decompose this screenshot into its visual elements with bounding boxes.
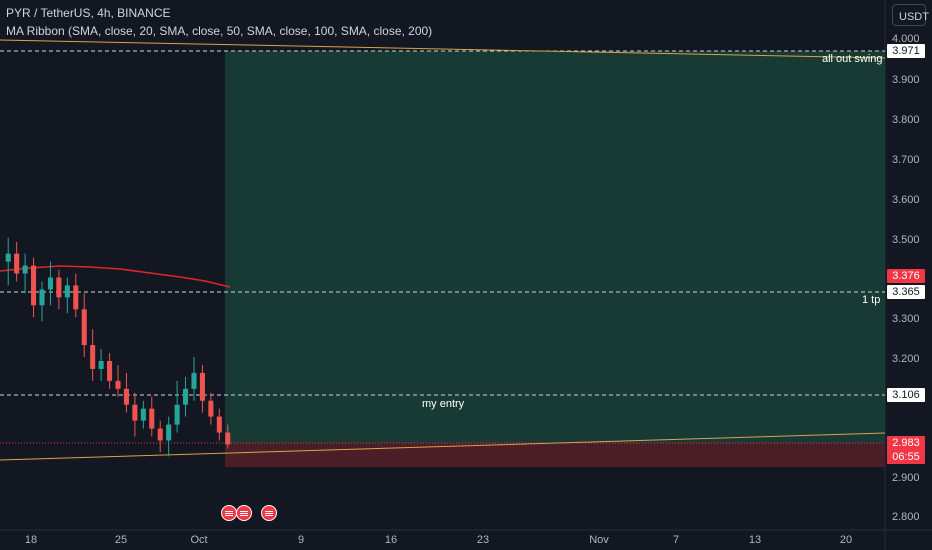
- price-tick: 4.000: [892, 33, 920, 45]
- candle-body[interactable]: [90, 345, 96, 369]
- candle-body[interactable]: [157, 428, 163, 441]
- time-tick: Nov: [589, 534, 609, 546]
- indicator-title[interactable]: MA Ribbon (SMA, close, 20, SMA, close, 5…: [6, 24, 433, 38]
- time-tick: Oct: [190, 534, 207, 546]
- tp-label[interactable]: 1 tp: [862, 294, 881, 306]
- time-tick: 18: [25, 534, 37, 546]
- price-tick: 3.500: [892, 234, 920, 246]
- time-tick: 23: [477, 534, 489, 546]
- candle-body[interactable]: [56, 277, 62, 298]
- time-tick: 9: [298, 534, 304, 546]
- candle-body[interactable]: [199, 372, 205, 401]
- candle-body[interactable]: [107, 360, 113, 381]
- candle-body[interactable]: [73, 285, 79, 310]
- time-tick: 25: [115, 534, 127, 546]
- candle-body[interactable]: [123, 388, 129, 405]
- price-tick: 3.700: [892, 154, 920, 166]
- flag-icon[interactable]: [261, 505, 277, 521]
- candle-body[interactable]: [5, 253, 11, 262]
- candle-body[interactable]: [47, 277, 53, 290]
- tp-price-tag: 3.365: [887, 285, 925, 299]
- price-tick: 2.800: [892, 511, 920, 523]
- flag-icon[interactable]: [236, 505, 252, 521]
- candle-body[interactable]: [22, 265, 28, 274]
- bar-countdown: 06:55: [892, 451, 920, 463]
- candle-body[interactable]: [31, 265, 37, 306]
- price-tick: 3.300: [892, 313, 920, 325]
- loss-zone[interactable]: [225, 443, 885, 467]
- price-tick: 3.900: [892, 74, 920, 86]
- time-tick: 16: [385, 534, 397, 546]
- candle-body[interactable]: [81, 309, 87, 346]
- time-tick: 20: [840, 534, 852, 546]
- candle-body[interactable]: [64, 285, 70, 298]
- upper-trend-line[interactable]: [0, 39, 886, 59]
- candles-group[interactable]: [5, 237, 231, 457]
- candle-body[interactable]: [225, 432, 231, 445]
- profit-zone[interactable]: [225, 51, 885, 443]
- currency-button[interactable]: USDT: [892, 4, 929, 26]
- last-price-value: 2.983: [892, 437, 920, 449]
- price-tick: 2.900: [892, 472, 920, 484]
- candle-body[interactable]: [191, 372, 197, 389]
- candle-body[interactable]: [132, 404, 138, 421]
- candle-body[interactable]: [183, 388, 189, 405]
- ma-price-tag: 3.376: [887, 269, 925, 283]
- price-tick: 3.800: [892, 114, 920, 126]
- candle-body[interactable]: [98, 360, 104, 369]
- target-label[interactable]: all out swing: [822, 53, 883, 65]
- lower-trend-line[interactable]: [0, 432, 886, 461]
- flag-icon[interactable]: [221, 505, 237, 521]
- price-tick: 3.600: [892, 194, 920, 206]
- candle-body[interactable]: [208, 400, 214, 417]
- candle-body[interactable]: [115, 380, 121, 389]
- entry-label[interactable]: my entry: [422, 398, 465, 410]
- symbol-title[interactable]: PYR / TetherUS, 4h, BINANCE: [6, 6, 171, 20]
- ma-ribbon-line[interactable]: [0, 265, 231, 288]
- chart-legend: PYR / TetherUS, 4h, BINANCE MA Ribbon (S…: [6, 5, 432, 41]
- last-price-tag: 2.983 06:55: [887, 436, 925, 464]
- target-price-tag: 3.971: [887, 44, 925, 58]
- candle-body[interactable]: [39, 289, 45, 306]
- candle-body[interactable]: [174, 404, 180, 425]
- price-tick: 3.200: [892, 353, 920, 365]
- candle-body[interactable]: [216, 416, 222, 433]
- candle-body[interactable]: [14, 253, 20, 274]
- time-tick: 7: [673, 534, 679, 546]
- candle-body[interactable]: [140, 408, 146, 421]
- candle-body[interactable]: [149, 408, 155, 429]
- time-tick: 13: [749, 534, 761, 546]
- entry-price-tag: 3.106: [887, 388, 925, 402]
- candle-body[interactable]: [166, 424, 172, 441]
